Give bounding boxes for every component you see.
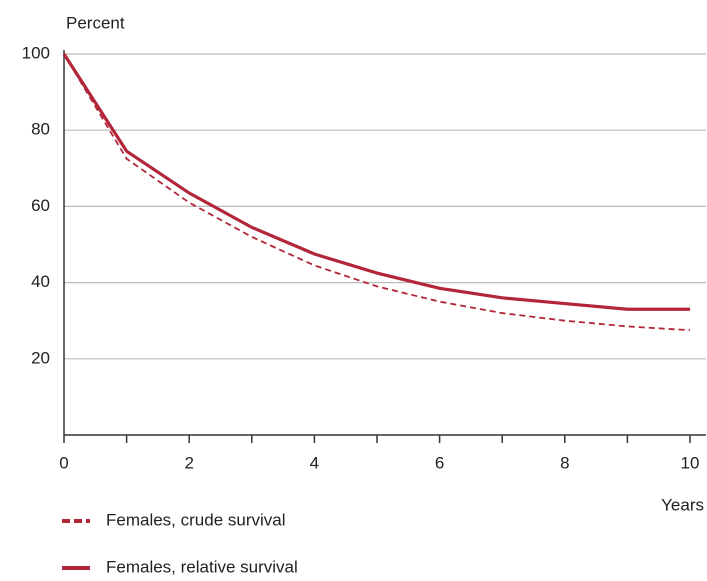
series-line: [63, 53, 691, 332]
y-tick-label: 100: [22, 43, 50, 62]
x-tick-label: 4: [310, 453, 319, 472]
y-tick-label: 40: [31, 272, 50, 291]
x-tick-label: 10: [681, 453, 700, 472]
x-tick-label: 6: [435, 453, 444, 472]
y-tick-label: 80: [31, 120, 50, 139]
y-tick-label: 60: [31, 196, 50, 215]
x-tick-label: 2: [184, 453, 193, 472]
y-axis-label: Percent: [66, 13, 125, 32]
series-line: [62, 53, 690, 311]
legend-label: Females, relative survival: [106, 557, 298, 576]
x-axis-label: Years: [661, 495, 704, 514]
y-tick-label: 20: [31, 348, 50, 367]
legend-label: Females, crude survival: [106, 510, 286, 529]
x-tick-label: 0: [59, 453, 68, 472]
x-tick-label: 8: [560, 453, 569, 472]
